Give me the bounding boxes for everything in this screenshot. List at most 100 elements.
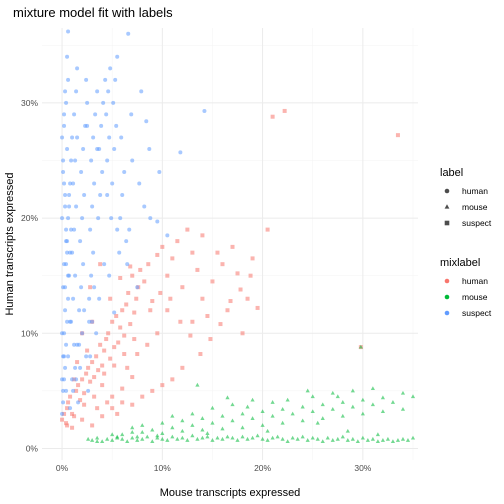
data-point-suspect xyxy=(66,77,71,82)
data-point-mouse xyxy=(140,423,145,427)
data-point-mouse xyxy=(240,411,245,416)
data-point-suspect xyxy=(63,365,68,370)
data-point-human xyxy=(70,425,75,430)
data-point-mouse xyxy=(200,416,205,420)
data-point-mouse xyxy=(390,439,396,444)
data-point-mouse xyxy=(265,438,270,442)
legend-item-mixlabel-suspect: suspect xyxy=(444,308,492,318)
data-point-suspect xyxy=(113,77,118,82)
data-point-human xyxy=(130,273,135,278)
data-point-human xyxy=(118,275,123,280)
data-point-mouse xyxy=(270,413,275,418)
data-point-mouse xyxy=(190,411,195,416)
data-point-suspect xyxy=(67,204,72,209)
data-point-suspect xyxy=(135,285,140,290)
data-point-human xyxy=(200,233,205,238)
data-point-human xyxy=(148,308,153,313)
data-point-mouse xyxy=(255,433,260,438)
data-point-human xyxy=(265,227,270,232)
data-point-mouse xyxy=(380,438,385,442)
data-point-suspect xyxy=(88,354,93,359)
data-point-mouse xyxy=(220,436,225,441)
data-point-human xyxy=(120,308,125,313)
data-point-human xyxy=(215,250,220,255)
data-point-mouse xyxy=(360,397,365,402)
data-point-human xyxy=(125,365,130,370)
data-point-human xyxy=(84,371,89,376)
data-point-mouse xyxy=(315,420,320,425)
data-point-suspect xyxy=(108,66,113,71)
data-point-suspect xyxy=(81,146,86,151)
data-point-human xyxy=(228,299,233,304)
data-point-mouse xyxy=(300,404,305,409)
data-point-mouse xyxy=(225,395,230,400)
y-axis-title: Human transcripts expressed xyxy=(4,172,16,315)
data-point-human xyxy=(205,314,210,318)
data-point-mouse xyxy=(400,406,406,411)
data-point-human xyxy=(108,296,113,301)
data-point-suspect xyxy=(62,112,67,117)
data-point-suspect xyxy=(63,204,68,209)
data-point-suspect xyxy=(60,377,65,382)
data-point-mouse xyxy=(280,406,285,411)
data-point-suspect xyxy=(92,181,97,186)
legend-key xyxy=(444,204,450,209)
data-point-suspect xyxy=(139,89,144,94)
data-point-suspect xyxy=(103,77,108,82)
data-point-mouse xyxy=(340,400,345,404)
data-point-suspect xyxy=(61,400,66,405)
data-point-suspect xyxy=(112,146,117,151)
data-point-mouse xyxy=(155,433,160,438)
data-point-human xyxy=(185,227,190,232)
data-point-human xyxy=(128,264,133,269)
data-point-mouse xyxy=(230,435,235,440)
series-human xyxy=(60,108,400,430)
data-point-suspect xyxy=(62,123,67,128)
y-tick-label: 10% xyxy=(21,328,38,338)
legend-item-mixlabel-mouse: mouse xyxy=(444,292,488,302)
data-point-suspect xyxy=(202,108,207,113)
data-point-human xyxy=(160,383,165,388)
data-point-mouse xyxy=(350,436,355,441)
data-point-suspect xyxy=(66,216,71,221)
data-point-human xyxy=(155,252,160,257)
data-point-mouse xyxy=(390,400,396,404)
data-point-human xyxy=(150,388,155,393)
y-tick-label: 0% xyxy=(26,443,39,453)
data-point-human xyxy=(72,377,77,382)
data-point-suspect xyxy=(66,29,71,34)
data-point-suspect xyxy=(64,342,69,347)
data-point-suspect xyxy=(89,273,94,278)
data-point-human xyxy=(220,262,225,267)
data-point-mouse xyxy=(320,416,325,420)
data-point-human xyxy=(225,308,230,313)
data-point-human xyxy=(112,345,117,350)
data-point-suspect xyxy=(144,119,149,124)
data-point-human xyxy=(105,400,110,405)
data-point-mouse xyxy=(245,436,250,441)
data-point-mouse xyxy=(295,436,300,441)
data-point-human xyxy=(95,406,100,411)
data-point-suspect xyxy=(102,262,107,267)
data-point-mouse xyxy=(100,439,105,444)
data-point-suspect xyxy=(115,54,120,59)
data-point-suspect xyxy=(118,216,123,221)
data-point-human xyxy=(248,273,253,278)
data-point-mouse xyxy=(170,434,175,439)
data-point-human xyxy=(180,365,185,370)
data-point-suspect xyxy=(87,296,92,301)
data-point-mouse xyxy=(210,405,215,410)
data-point-suspect xyxy=(157,170,162,174)
legend-item-label-human: human xyxy=(444,186,488,196)
data-point-suspect xyxy=(64,100,69,105)
x-tick-label: 20% xyxy=(254,463,271,473)
data-point-suspect xyxy=(68,406,73,411)
data-point-mouse xyxy=(130,425,135,430)
data-point-suspect xyxy=(68,181,73,186)
data-point-suspect xyxy=(106,89,111,94)
data-point-human xyxy=(124,302,129,307)
data-point-suspect xyxy=(63,308,68,313)
data-point-mouse xyxy=(315,436,320,441)
data-point-mouse xyxy=(200,435,205,440)
data-point-mouse xyxy=(160,420,165,425)
